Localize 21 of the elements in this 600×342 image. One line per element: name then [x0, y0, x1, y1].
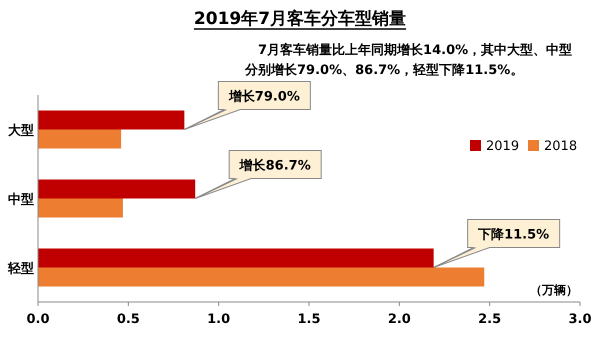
y-tick-label: 轻型 [7, 262, 34, 276]
legend-label: 2019 [486, 139, 520, 154]
x-tick-label: 1.5 [297, 312, 321, 327]
x-tick-label: 3.0 [568, 312, 592, 327]
annotation: 下降11.5% [477, 228, 550, 242]
y-tick-label: 大型 [8, 124, 34, 138]
chart-subtitle: 7月客车销量比上年同期增长14.0%，其中大型、中型分别增长79.0%、86.7%，轻型下降11.5%。 [244, 42, 572, 78]
bar [38, 130, 122, 148]
y-tick-label: 中型 [8, 192, 34, 208]
chart-title: 2019年7月客车分车型销量 [194, 9, 406, 29]
x-tick-label: 2.0 [388, 312, 411, 327]
annotation: 增长86.7% [238, 158, 311, 174]
x-tick-label: 0.0 [26, 312, 50, 327]
bar [38, 198, 123, 218]
bar [38, 268, 484, 286]
x-tick-label: 0.5 [116, 312, 140, 327]
legend-label: 2018 [544, 139, 578, 154]
x-axis-title: （万辆） [530, 283, 578, 297]
x-tick-label: 1.0 [207, 312, 230, 327]
annotation: 增长79.0% [228, 90, 300, 104]
x-tick-label: 2.5 [478, 312, 502, 327]
